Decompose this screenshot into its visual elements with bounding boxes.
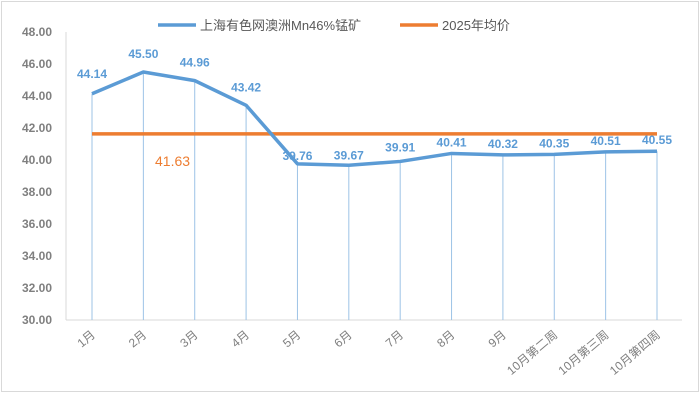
y-tick-label: 48.00 bbox=[22, 25, 52, 39]
y-tick-label: 44.00 bbox=[22, 89, 52, 103]
x-tick-label: 7月 bbox=[383, 328, 406, 351]
y-tick-label: 42.00 bbox=[22, 121, 52, 135]
x-tick-label: 9月 bbox=[486, 328, 509, 351]
x-tick-label: 10月第四周 bbox=[607, 328, 663, 378]
y-tick-label: 36.00 bbox=[22, 217, 52, 231]
data-label: 39.91 bbox=[385, 140, 415, 154]
data-label: 43.42 bbox=[231, 80, 261, 94]
chart-border bbox=[1, 1, 699, 392]
data-label: 40.35 bbox=[539, 136, 569, 150]
y-tick-label: 34.00 bbox=[22, 249, 52, 263]
x-tick-label: 8月 bbox=[434, 328, 457, 351]
x-tick-label: 2月 bbox=[126, 328, 149, 351]
y-tick-label: 40.00 bbox=[22, 153, 52, 167]
x-tick-label: 6月 bbox=[331, 328, 354, 351]
data-label: 40.51 bbox=[591, 134, 621, 148]
data-label: 40.41 bbox=[437, 135, 467, 149]
x-tick-label: 10月第三周 bbox=[556, 328, 612, 378]
x-tick-label: 3月 bbox=[177, 328, 200, 351]
data-label: 39.76 bbox=[282, 149, 312, 163]
data-label: 44.14 bbox=[77, 67, 107, 81]
series-line bbox=[91, 70, 658, 168]
y-tick-label: 46.00 bbox=[22, 57, 52, 71]
x-tick-label: 1月 bbox=[75, 328, 98, 351]
y-tick-label: 38.00 bbox=[22, 185, 52, 199]
data-label: 40.55 bbox=[642, 133, 672, 147]
average-data-label: 41.63 bbox=[155, 153, 190, 169]
data-label: 45.50 bbox=[128, 47, 158, 61]
data-label: 39.67 bbox=[334, 148, 364, 162]
legend-label-average: 2025年均价 bbox=[442, 18, 510, 33]
data-label: 40.32 bbox=[488, 137, 518, 151]
x-tick-label: 5月 bbox=[280, 328, 303, 351]
y-tick-label: 30.00 bbox=[22, 313, 52, 327]
y-tick-label: 32.00 bbox=[22, 281, 52, 295]
x-tick-label: 10月第二周 bbox=[504, 328, 560, 378]
data-label: 44.96 bbox=[180, 56, 210, 70]
legend-label-series: 上海有色网澳洲Mn46%锰矿 bbox=[200, 18, 361, 33]
x-tick-label: 4月 bbox=[229, 328, 252, 351]
